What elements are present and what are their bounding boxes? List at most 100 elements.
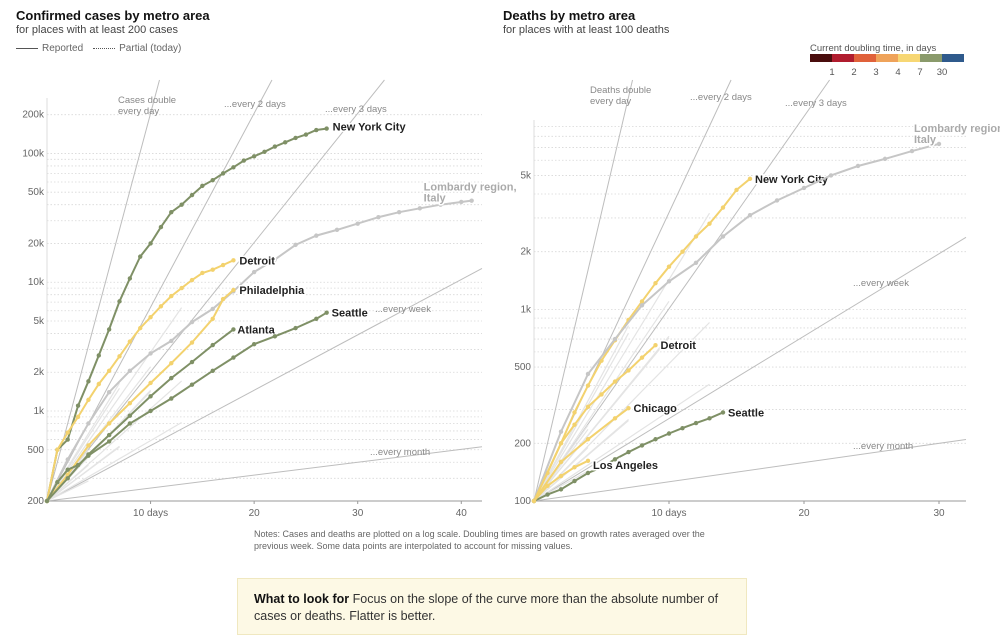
doubling-reference-line — [533, 236, 967, 502]
data-point — [127, 421, 133, 426]
data-point — [355, 221, 360, 226]
reference-line-label: Deaths double — [590, 85, 651, 96]
y-tick-label: 20k — [28, 238, 45, 249]
data-point — [639, 303, 645, 308]
partial-line-swatch — [93, 47, 116, 49]
data-point — [639, 299, 645, 304]
data-point — [106, 421, 112, 426]
other-metro-line — [46, 464, 89, 502]
y-tick-label: 200 — [27, 496, 44, 507]
data-point — [148, 314, 153, 320]
series-line — [46, 199, 472, 502]
data-point — [169, 293, 174, 299]
data-point — [585, 371, 591, 377]
data-point — [734, 187, 739, 193]
data-point — [231, 355, 236, 360]
data-point — [666, 264, 672, 269]
data-point — [314, 233, 319, 238]
data-point — [210, 306, 215, 312]
y-tick-label: 2k — [520, 247, 532, 258]
data-point — [324, 310, 329, 315]
data-point — [626, 405, 631, 411]
data-point — [680, 249, 685, 254]
data-point — [138, 325, 143, 331]
right-chart-title: Deaths by metro area — [503, 8, 636, 23]
x-tick-label: 10 days — [651, 508, 686, 519]
reference-line-label: every day — [590, 96, 631, 107]
data-point — [680, 425, 685, 431]
series-line — [533, 142, 940, 502]
data-point — [86, 421, 91, 426]
data-point — [241, 158, 246, 163]
data-point — [855, 163, 861, 169]
series-label: Seattle — [332, 308, 368, 320]
series-label: Detroit — [661, 340, 697, 352]
y-tick-label: 200 — [514, 438, 531, 449]
y-tick-label: 5k — [520, 170, 532, 181]
data-point — [283, 140, 288, 145]
data-point — [585, 383, 591, 388]
data-point — [189, 192, 195, 198]
data-point — [189, 319, 195, 325]
doubling-tick-label: 1 — [829, 67, 835, 78]
data-point — [189, 382, 195, 387]
y-tick-label: 10k — [28, 277, 45, 288]
data-point — [210, 368, 215, 374]
reference-line-label: ...every week — [375, 304, 431, 315]
data-point — [75, 462, 81, 468]
y-tick-label: 1k — [33, 406, 45, 417]
data-point — [572, 422, 577, 427]
data-point — [169, 338, 174, 344]
doubling-color-swatch — [942, 54, 964, 62]
other-metro-line — [533, 335, 670, 502]
data-point — [572, 478, 577, 484]
data-point — [86, 397, 91, 403]
right-chart-subtitle: for places with at least 100 deaths — [503, 24, 670, 36]
x-tick-label: 10 days — [133, 508, 168, 519]
doubling-tick-label: 4 — [895, 67, 901, 78]
doubling-color-swatch — [810, 54, 832, 62]
data-point — [720, 234, 726, 239]
y-tick-label: 1k — [520, 304, 532, 315]
data-point — [469, 198, 474, 203]
data-point — [106, 439, 112, 444]
doubling-color-swatch — [832, 54, 854, 62]
left-chart-subtitle: for places with at least 200 cases — [16, 24, 179, 36]
x-tick-label: 20 — [798, 508, 810, 519]
data-point — [106, 368, 112, 374]
data-point — [158, 304, 164, 309]
doubling-tick-label: 7 — [917, 67, 923, 78]
reference-line-label: ...every 2 days — [690, 92, 752, 103]
left-chart-title: Confirmed cases by metro area — [16, 8, 210, 23]
data-point — [639, 355, 645, 360]
reference-line-label: ...every 2 days — [224, 99, 286, 110]
data-point — [231, 258, 236, 263]
reference-line-label: ...every week — [853, 278, 909, 289]
series-label: Italy — [424, 193, 447, 205]
callout-heading: What to look for — [254, 592, 350, 606]
data-point — [612, 336, 618, 342]
data-point — [531, 498, 537, 504]
data-point — [65, 457, 70, 462]
data-point — [158, 224, 164, 230]
data-point — [220, 296, 226, 302]
data-point — [376, 214, 381, 220]
data-point — [127, 339, 133, 344]
reference-line-label: ...every 3 days — [325, 104, 387, 115]
data-point — [96, 353, 101, 358]
data-point — [55, 479, 60, 485]
data-point — [75, 414, 81, 420]
data-point — [272, 144, 278, 149]
data-point — [231, 287, 236, 293]
series-label: Italy — [914, 134, 937, 146]
other-metro-line — [46, 421, 182, 502]
reference-line-label: ...every 3 days — [785, 98, 847, 109]
data-point — [251, 342, 257, 347]
data-point — [666, 431, 672, 436]
other-metro-line — [533, 418, 629, 502]
doubling-tick-label: 2 — [851, 67, 857, 78]
data-point — [148, 408, 153, 414]
y-tick-label: 100 — [514, 496, 531, 507]
data-point — [572, 465, 577, 470]
